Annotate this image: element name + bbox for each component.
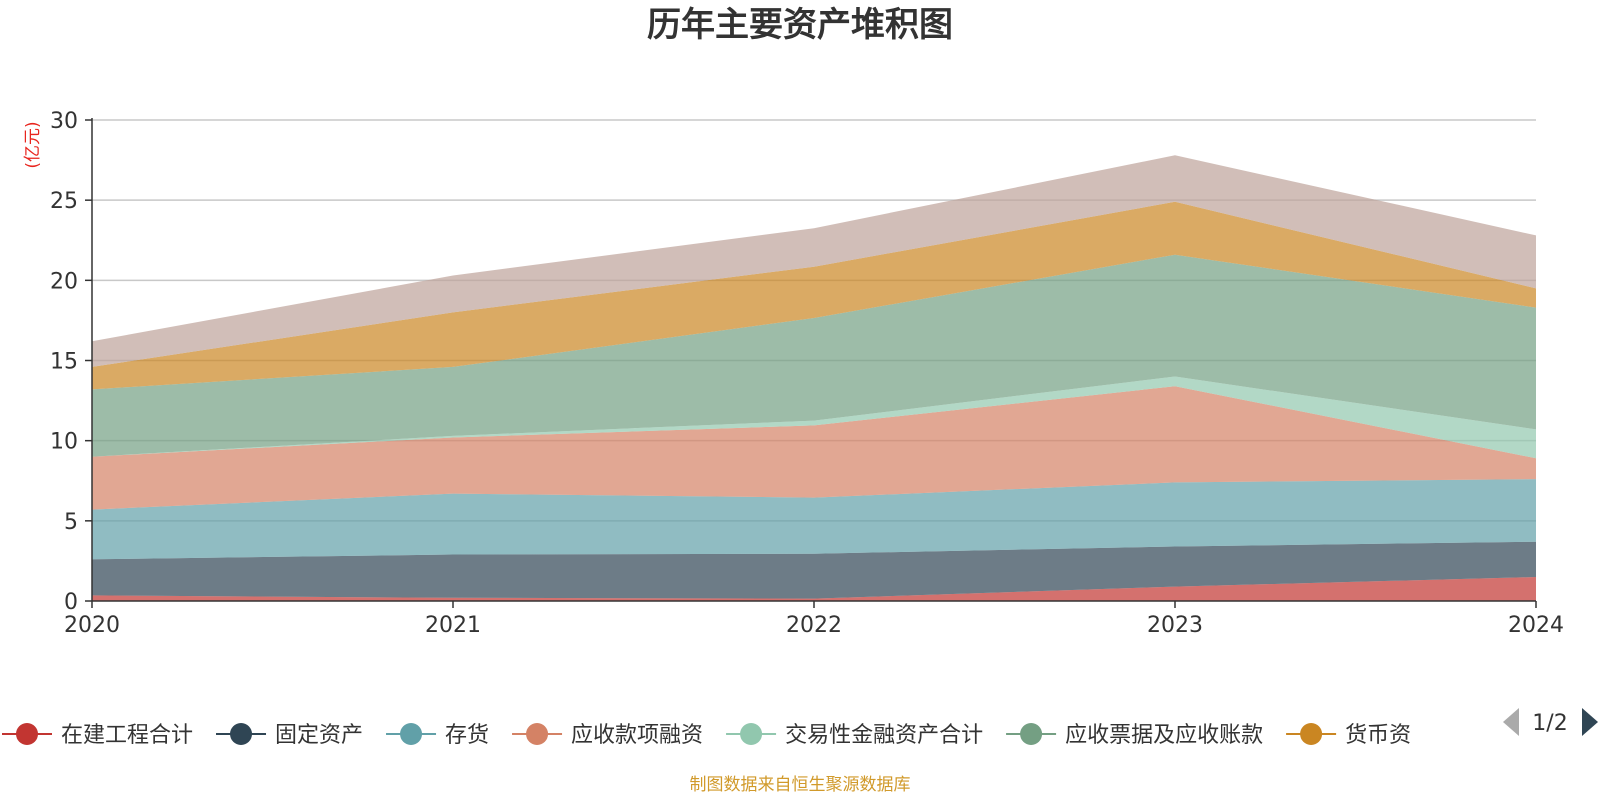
legend-label: 固定资产 — [275, 723, 363, 748]
legend-marker-icon — [230, 723, 253, 745]
legend-item[interactable]: 在建工程合计 — [2, 723, 193, 748]
area-series-1 — [92, 541, 1536, 599]
legend-item[interactable]: 固定资产 — [216, 723, 363, 748]
legend-marker-icon — [16, 723, 38, 745]
chart-title: 历年主要资产堆积图 — [647, 5, 953, 45]
legend-marker-icon — [1020, 723, 1043, 745]
x-tick-label: 2022 — [786, 613, 842, 638]
legend-prev-page-icon[interactable] — [1503, 708, 1519, 736]
x-tick-label: 2024 — [1508, 613, 1564, 638]
legend-label: 在建工程合计 — [61, 723, 193, 748]
axes: 0 5 10 15 20 25 30 2020 2021 2022 2023 2024 — [50, 109, 1564, 638]
y-tick-label: 10 — [50, 430, 78, 455]
area-series-3 — [92, 386, 1536, 510]
legend-label: 应收款项融资 — [571, 723, 703, 748]
legend: 在建工程合计 固定资产 存货 应收款项融资 交易性金融资产合计 应收票据及应收账款 货币资 — [2, 723, 1411, 748]
legend-marker-icon — [740, 723, 763, 745]
y-axis-unit: (亿元) — [23, 121, 43, 168]
legend-marker-icon — [400, 723, 423, 745]
legend-label: 应收票据及应收账款 — [1065, 723, 1263, 748]
legend-item[interactable]: 应收票据及应收账款 — [1006, 723, 1263, 748]
area-series-7 — [92, 155, 1536, 367]
source-note: 制图数据来自恒生聚源数据库 — [690, 775, 911, 795]
area-series-6 — [92, 201, 1536, 390]
legend-item[interactable]: 存货 — [386, 723, 489, 748]
legend-marker-icon — [526, 723, 549, 745]
y-tick-label: 15 — [50, 350, 78, 375]
legend-marker-icon — [1300, 723, 1323, 745]
stacked-areas — [92, 155, 1536, 601]
legend-page-indicator: 1/2 — [1532, 711, 1567, 736]
y-tick-label: 30 — [50, 109, 78, 134]
legend-label: 交易性金融资产合计 — [785, 723, 983, 748]
legend-label: 存货 — [445, 723, 489, 748]
y-tick-label: 5 — [64, 510, 78, 535]
y-tick-label: 20 — [50, 269, 78, 294]
legend-item[interactable]: 货币资 — [1286, 723, 1411, 748]
legend-pager: 1/2 — [1503, 708, 1598, 736]
area-series-0 — [92, 577, 1536, 601]
area-series-5 — [92, 254, 1536, 457]
x-tick-label: 2021 — [425, 613, 481, 638]
legend-next-page-icon[interactable] — [1582, 708, 1598, 736]
legend-item[interactable]: 应收款项融资 — [512, 723, 703, 748]
x-tick-label: 2023 — [1147, 613, 1203, 638]
area-series-2 — [92, 479, 1536, 560]
x-tick-label: 2020 — [64, 613, 120, 638]
y-tick-label: 25 — [50, 189, 78, 214]
legend-label: 货币资 — [1345, 723, 1411, 748]
y-tick-label: 0 — [64, 590, 78, 615]
legend-item[interactable]: 交易性金融资产合计 — [726, 723, 983, 748]
